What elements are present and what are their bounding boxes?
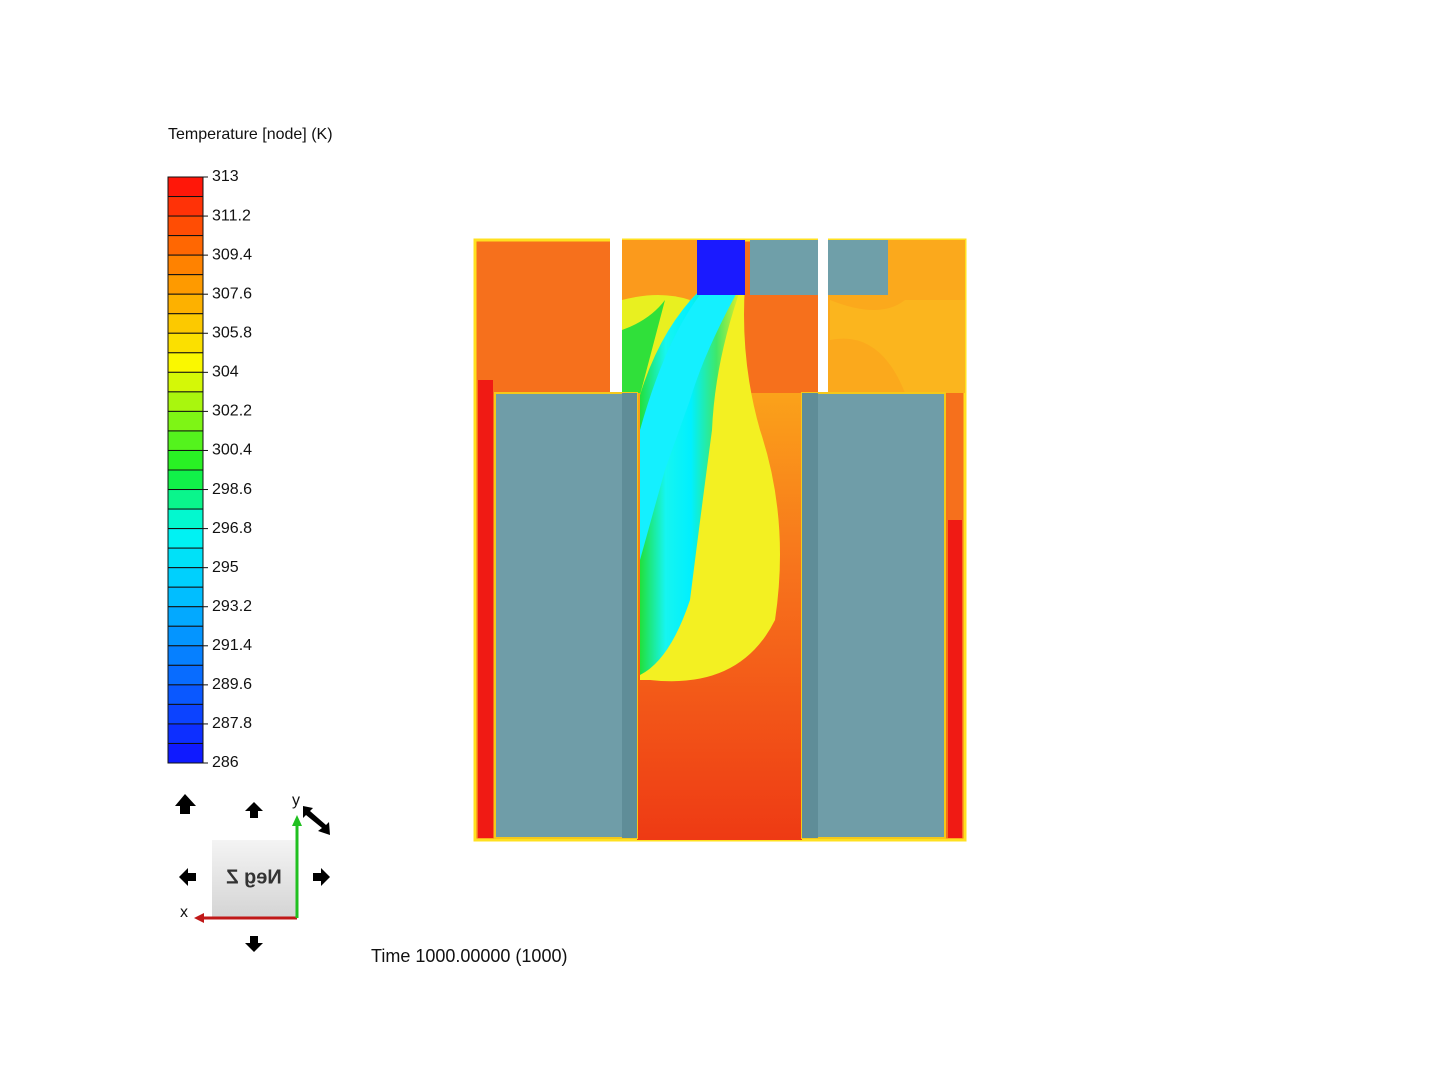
colorbar-tick-label: 298.6 — [212, 481, 252, 498]
colorbar-band — [167, 625, 204, 647]
colorbar-band — [167, 586, 204, 608]
time-label: Time 1000.00000 (1000) — [371, 946, 567, 966]
colorbar-band — [167, 215, 204, 237]
colorbar-tick-label: 289.6 — [212, 676, 252, 693]
rotate-right[interactable] — [313, 868, 330, 886]
colorbar-band — [167, 352, 204, 373]
colorbar-band — [167, 254, 204, 276]
roll-button[interactable] — [303, 806, 330, 835]
colorbar-band — [167, 313, 204, 334]
colorbar-band — [167, 528, 204, 549]
colorbar-band — [167, 235, 204, 256]
colorbar-tick-label: 296.8 — [212, 520, 252, 537]
view-cube: Neg Z x y — [175, 792, 330, 952]
colorbar-band — [167, 430, 204, 451]
colorbar-title: Temperature [node] (K) — [168, 126, 333, 143]
colorbar-band — [167, 293, 204, 315]
colorbar-tick-label: 304 — [212, 364, 239, 381]
colorbar-tick-label: 286 — [212, 754, 239, 771]
colorbar-band — [167, 723, 204, 744]
colorbar-band — [167, 391, 204, 412]
colorbar-tick-label: 300.4 — [212, 442, 252, 459]
home-button[interactable] — [175, 794, 196, 814]
colorbar-band — [167, 449, 204, 471]
x-axis-label: x — [180, 904, 188, 921]
colorbar-tick-label: 293.2 — [212, 598, 252, 615]
y-axis-label: y — [292, 792, 300, 809]
colorbar-band — [167, 196, 204, 217]
colorbar-band — [167, 742, 204, 764]
colorbar-tick-label: 291.4 — [212, 637, 252, 654]
rotate-down[interactable] — [245, 936, 263, 952]
colorbar-tick-label: 287.8 — [212, 715, 252, 732]
colorbar-tick-label: 309.4 — [212, 246, 252, 263]
colorbar-tick-label: 313 — [212, 168, 239, 185]
colorbar-band — [167, 508, 204, 530]
rotate-left[interactable] — [179, 868, 196, 886]
colorbar-band — [167, 469, 204, 491]
field — [473, 238, 967, 842]
cube-face-label: Neg Z — [226, 866, 282, 888]
colorbar-band — [167, 664, 204, 686]
colorbar-band — [167, 547, 204, 569]
colorbar-band — [167, 567, 204, 588]
colorbar-band — [167, 176, 204, 198]
colorbar-band — [167, 410, 204, 432]
colorbar-band — [167, 684, 204, 705]
colorbar-tick-label: 311.2 — [212, 207, 251, 224]
colorbar-band — [167, 489, 204, 510]
colorbar-band — [167, 371, 204, 393]
colorbar-band — [167, 332, 204, 354]
colorbar-band — [167, 703, 204, 725]
colorbar-tick-label: 295 — [212, 559, 239, 576]
colorbar-tick-label: 302.2 — [212, 403, 252, 420]
colorbar-tick-label: 307.6 — [212, 285, 252, 302]
colorbar-tick-label: 305.8 — [212, 324, 252, 341]
rotate-up[interactable] — [245, 802, 263, 818]
colorbar-band — [167, 606, 204, 627]
colorbar-band — [167, 274, 204, 295]
colorbar-band — [167, 645, 204, 666]
colorbar: 313 311.2 309.4 307.6 305.8 304 302.2 300.4 298.… — [167, 168, 252, 771]
